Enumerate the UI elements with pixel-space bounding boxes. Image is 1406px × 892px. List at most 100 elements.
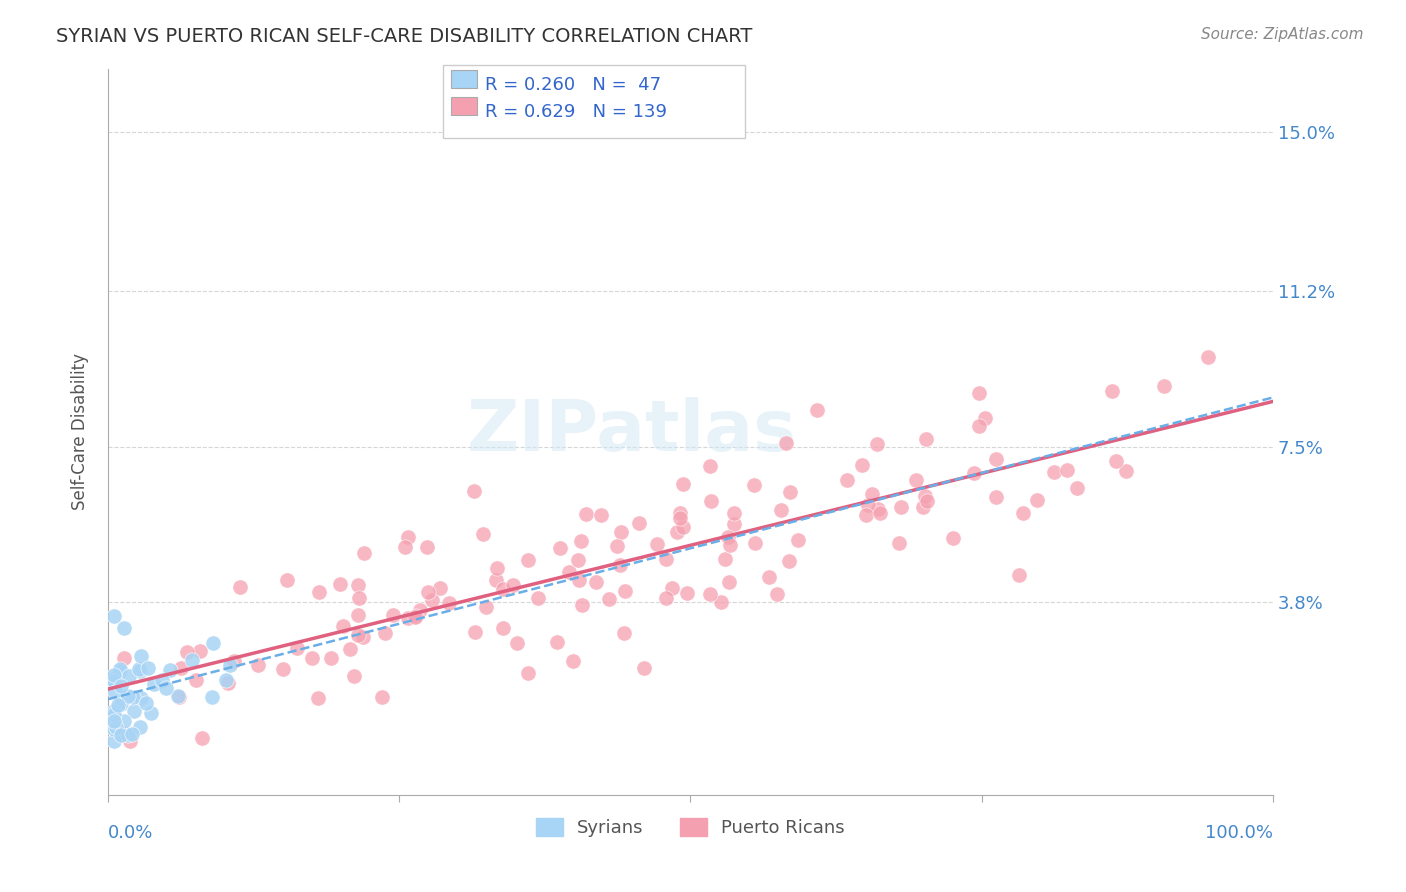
Point bbox=[228, 580, 250, 594]
Point bbox=[437, 596, 460, 610]
Point bbox=[103, 674, 125, 689]
Point bbox=[723, 517, 745, 532]
Point bbox=[915, 432, 938, 446]
Point bbox=[121, 726, 143, 740]
Point bbox=[112, 621, 135, 635]
Text: Source: ZipAtlas.com: Source: ZipAtlas.com bbox=[1201, 27, 1364, 42]
Point bbox=[321, 651, 343, 665]
Point bbox=[869, 506, 891, 520]
Point bbox=[967, 386, 990, 401]
Point bbox=[104, 719, 127, 733]
Point bbox=[103, 673, 125, 688]
Point bbox=[1153, 379, 1175, 393]
Text: R = 0.629   N = 139: R = 0.629 N = 139 bbox=[485, 103, 666, 120]
Point bbox=[103, 667, 125, 681]
Point bbox=[527, 591, 550, 606]
Point bbox=[1012, 506, 1035, 520]
Point bbox=[744, 535, 766, 549]
Point bbox=[915, 493, 938, 508]
Point bbox=[464, 624, 486, 639]
Point bbox=[666, 525, 689, 540]
Point bbox=[569, 533, 592, 548]
Point bbox=[492, 582, 515, 596]
Point bbox=[117, 690, 139, 704]
Point bbox=[700, 493, 723, 508]
Point bbox=[558, 566, 581, 580]
Point bbox=[669, 511, 692, 525]
Point bbox=[516, 666, 538, 681]
Point bbox=[485, 561, 508, 575]
Point bbox=[984, 452, 1007, 467]
Point bbox=[112, 726, 135, 740]
Point bbox=[568, 573, 591, 587]
Point bbox=[671, 520, 693, 534]
Point bbox=[217, 676, 239, 690]
Point bbox=[506, 635, 529, 649]
Point bbox=[942, 531, 965, 545]
Point bbox=[710, 595, 733, 609]
Point bbox=[188, 644, 211, 658]
Point bbox=[404, 609, 426, 624]
Point bbox=[374, 626, 396, 640]
Point bbox=[714, 551, 737, 566]
Point bbox=[699, 458, 721, 473]
Point bbox=[860, 487, 883, 501]
Point bbox=[118, 733, 141, 747]
Point bbox=[219, 657, 242, 672]
Point bbox=[129, 690, 152, 705]
Point bbox=[191, 731, 214, 745]
Point bbox=[135, 696, 157, 710]
Point bbox=[855, 508, 877, 522]
Point bbox=[1025, 492, 1047, 507]
Text: 0.0%: 0.0% bbox=[108, 824, 153, 842]
Point bbox=[346, 578, 368, 592]
Point bbox=[143, 677, 166, 691]
Text: SYRIAN VS PUERTO RICAN SELF-CARE DISABILITY CORRELATION CHART: SYRIAN VS PUERTO RICAN SELF-CARE DISABIL… bbox=[56, 27, 752, 45]
Point bbox=[405, 608, 427, 623]
Point bbox=[717, 574, 740, 589]
Point bbox=[1043, 465, 1066, 479]
Point bbox=[139, 706, 162, 720]
Point bbox=[718, 538, 741, 552]
Point bbox=[180, 653, 202, 667]
Point bbox=[429, 581, 451, 595]
Point bbox=[271, 662, 294, 676]
Point bbox=[904, 473, 927, 487]
Point bbox=[352, 630, 374, 644]
Point bbox=[103, 685, 125, 699]
Point bbox=[575, 507, 598, 521]
Point bbox=[655, 591, 678, 605]
Point bbox=[1101, 384, 1123, 398]
Point bbox=[567, 553, 589, 567]
Point bbox=[633, 661, 655, 675]
Point bbox=[103, 714, 125, 728]
Point bbox=[655, 551, 678, 566]
Point bbox=[890, 500, 912, 514]
Point bbox=[128, 662, 150, 676]
Point bbox=[159, 664, 181, 678]
Point bbox=[1056, 463, 1078, 477]
Point bbox=[967, 419, 990, 434]
Point bbox=[396, 530, 419, 544]
Point bbox=[170, 661, 193, 675]
Point bbox=[986, 491, 1008, 505]
Point bbox=[866, 437, 889, 451]
Point bbox=[778, 554, 800, 568]
Point bbox=[118, 668, 141, 682]
Point bbox=[851, 458, 873, 472]
Point bbox=[110, 697, 132, 711]
Point bbox=[723, 506, 745, 520]
Point bbox=[912, 500, 935, 515]
Point bbox=[201, 690, 224, 704]
Point bbox=[1115, 464, 1137, 478]
Point bbox=[285, 641, 308, 656]
Point bbox=[1066, 481, 1088, 495]
Point bbox=[150, 673, 173, 687]
Point bbox=[779, 485, 801, 500]
Point bbox=[628, 516, 651, 530]
Point bbox=[585, 574, 607, 589]
Point bbox=[202, 636, 225, 650]
Point bbox=[609, 558, 631, 572]
Point bbox=[974, 410, 997, 425]
Point bbox=[485, 573, 508, 587]
